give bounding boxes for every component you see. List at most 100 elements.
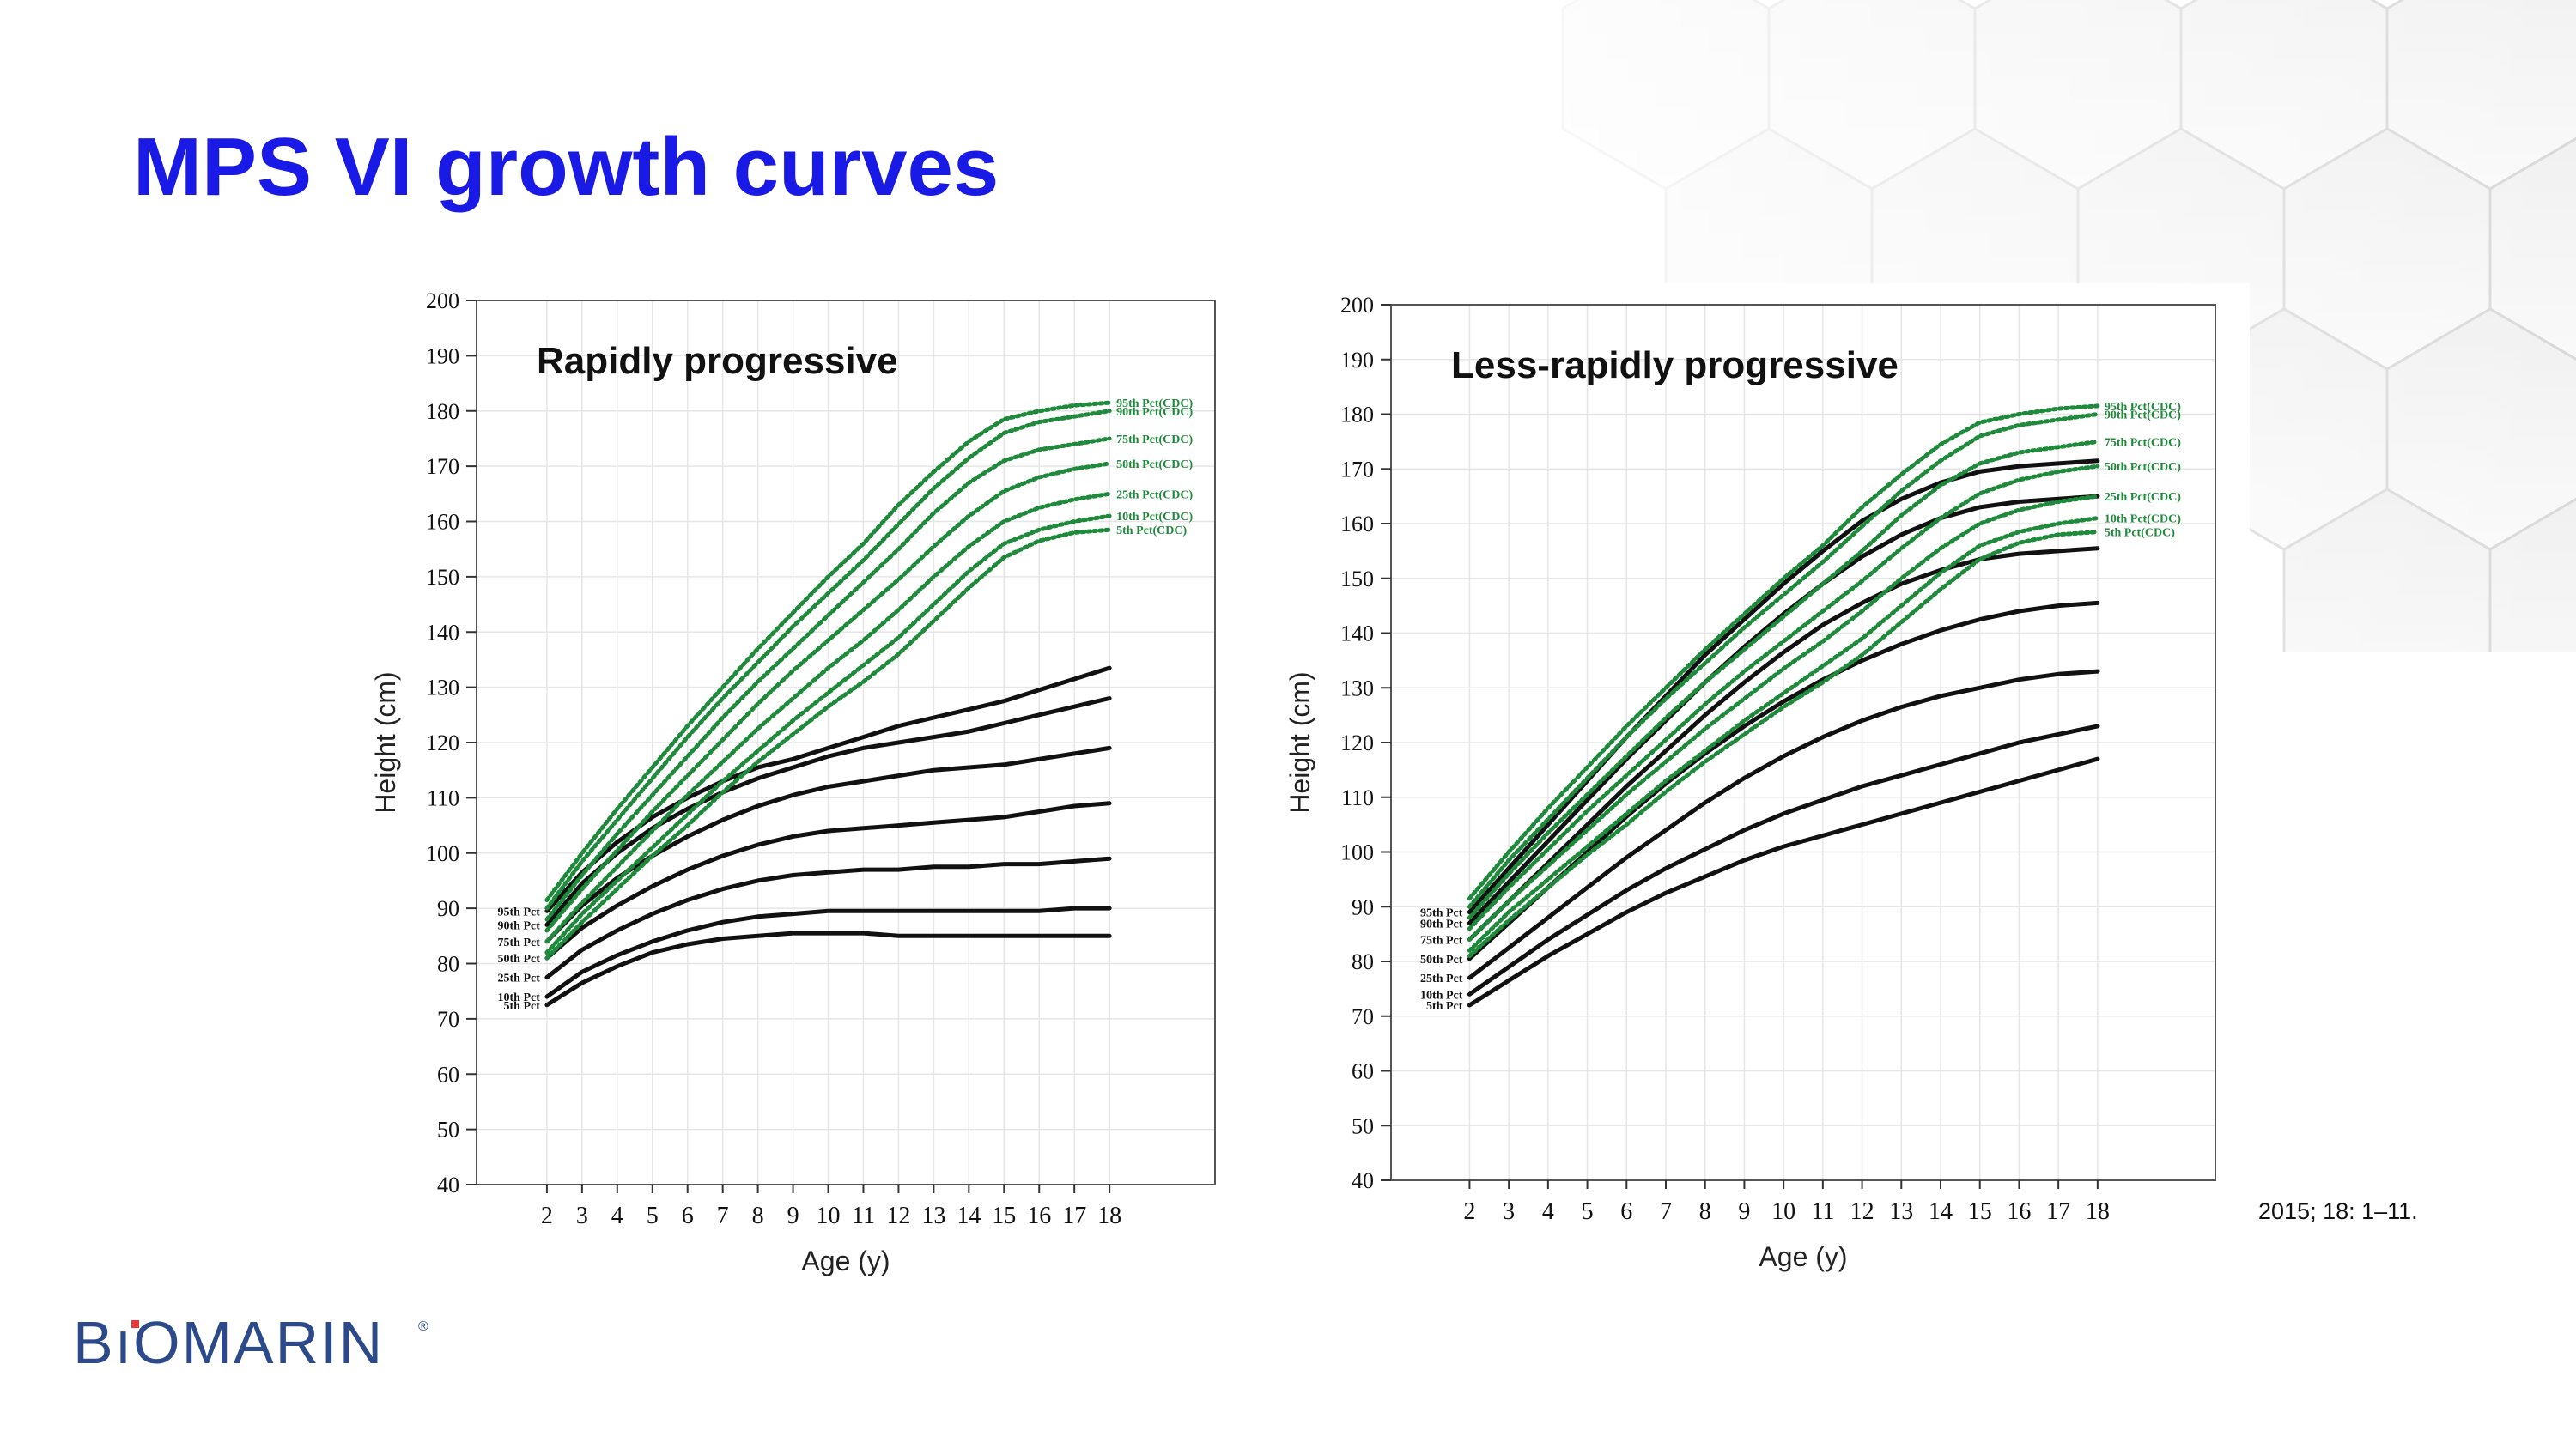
x-tick-label: 9 bbox=[787, 1203, 799, 1229]
x-tick-label: 6 bbox=[1620, 1198, 1632, 1225]
x-tick-label: 4 bbox=[1542, 1198, 1554, 1225]
x-tick-label: 11 bbox=[852, 1203, 875, 1229]
series-label-cdc: 50th Pct(CDC) bbox=[1116, 458, 1193, 471]
x-tick-label: 16 bbox=[2007, 1198, 2031, 1225]
logo-dot-accent bbox=[131, 1320, 139, 1328]
x-axis-label: Age (y) bbox=[801, 1246, 890, 1276]
y-tick-label: 100 bbox=[426, 841, 459, 866]
series-label-mps: 90th Pct bbox=[1420, 918, 1463, 931]
x-axis-label: Age (y) bbox=[1759, 1241, 1847, 1272]
y-tick-label: 200 bbox=[1340, 293, 1374, 318]
y-tick-label: 90 bbox=[1352, 894, 1374, 919]
series-label-mps: 75th Pct bbox=[498, 937, 541, 949]
y-axis: 40 50 60 70 80 90 100 110 120 130 140 150 160 170 180 1… bbox=[1340, 293, 1391, 1193]
y-tick-label: 200 bbox=[426, 288, 459, 313]
series-line-75th-pct bbox=[1467, 546, 2100, 942]
series-label-cdc: 75th Pct(CDC) bbox=[2105, 436, 2181, 449]
citation-text: 2015; 18: 1–11. bbox=[2258, 1198, 2418, 1224]
x-tick-label: 10 bbox=[817, 1203, 841, 1229]
y-tick-label: 90 bbox=[437, 896, 459, 921]
y-tick-label: 70 bbox=[1352, 1004, 1374, 1029]
series-line-75th-pct bbox=[544, 745, 1112, 944]
x-tick-label: 5 bbox=[647, 1203, 659, 1229]
series-label-mps: 95th Pct bbox=[498, 906, 541, 919]
series-line-25th-pct bbox=[544, 856, 1112, 980]
series-line-50th-pct bbox=[544, 801, 1112, 961]
x-tick-label: 8 bbox=[1699, 1198, 1711, 1225]
biomarin-logo: BıOMARIN ® bbox=[73, 1309, 428, 1373]
series-label-mps: 75th Pct bbox=[1420, 935, 1463, 948]
series-label-mps: 10th Pct bbox=[1420, 989, 1463, 1002]
series-line-10th-pct-cdc bbox=[1467, 516, 2100, 953]
x-tick-label: 18 bbox=[1097, 1203, 1121, 1229]
x-axis: 2 3 4 5 6 7 8 9 10 11 12 13 14 15 16 17 18 bbox=[1463, 1180, 2110, 1225]
y-tick-label: 120 bbox=[426, 731, 459, 755]
y-tick-label: 50 bbox=[437, 1118, 459, 1143]
series-line-25th-pct-cdc bbox=[1467, 494, 2100, 942]
series-label-cdc: 90th Pct(CDC) bbox=[2105, 409, 2181, 422]
y-tick-label: 40 bbox=[1352, 1168, 1374, 1193]
x-tick-label: 6 bbox=[682, 1203, 694, 1229]
series-line-10th-pct-cdc bbox=[544, 513, 1112, 955]
y-tick-label: 60 bbox=[1352, 1059, 1374, 1084]
x-tick-label: 7 bbox=[717, 1203, 729, 1229]
series-line-5th-pct-cdc bbox=[544, 527, 1112, 961]
y-tick-label: 40 bbox=[437, 1173, 459, 1197]
y-tick-label: 80 bbox=[1352, 949, 1374, 974]
x-tick-label: 11 bbox=[1811, 1198, 1834, 1225]
chart-title: Rapidly progressive bbox=[537, 340, 898, 382]
series-label-cdc: 10th Pct(CDC) bbox=[1116, 511, 1193, 524]
x-tick-label: 12 bbox=[1850, 1198, 1874, 1225]
series-line-90th-pct-cdc bbox=[1467, 412, 2100, 909]
series-label-cdc: 90th Pct(CDC) bbox=[1116, 406, 1193, 419]
y-tick-label: 180 bbox=[1340, 403, 1374, 427]
series-line-10th-pct bbox=[544, 906, 1112, 999]
y-tick-label: 150 bbox=[426, 565, 459, 590]
y-tick-label: 110 bbox=[427, 785, 459, 810]
y-axis-label: Height (cm) bbox=[370, 671, 401, 813]
series-label-mps: 10th Pct bbox=[498, 991, 541, 1004]
y-axis: 40 50 60 70 80 90 100 110 120 130 140 150 160 170 180 1… bbox=[426, 288, 477, 1197]
y-tick-label: 70 bbox=[437, 1007, 459, 1032]
series-label-cdc: 25th Pct(CDC) bbox=[1116, 488, 1193, 501]
x-tick-label: 14 bbox=[1929, 1198, 1953, 1225]
series-label-cdc: 95th Pct(CDC) bbox=[1116, 397, 1193, 410]
x-tick-label: 3 bbox=[1503, 1198, 1515, 1225]
series-line-95th-pct bbox=[1467, 458, 2100, 915]
chart-title: Less-rapidly progressive bbox=[1451, 344, 1899, 386]
y-axis-label: Height (cm) bbox=[1285, 671, 1315, 813]
series-label-cdc: 5th Pct(CDC) bbox=[2105, 527, 2175, 540]
series-label-cdc: 25th Pct(CDC) bbox=[2105, 491, 2181, 504]
x-tick-label: 8 bbox=[752, 1203, 764, 1229]
series-label-mps: 25th Pct bbox=[498, 973, 541, 985]
series-line-10th-pct bbox=[1467, 724, 2100, 997]
series-line-90th-pct bbox=[544, 696, 1112, 927]
x-tick-label: 10 bbox=[1771, 1198, 1795, 1225]
y-tick-label: 60 bbox=[437, 1062, 459, 1087]
x-tick-label: 13 bbox=[1889, 1198, 1913, 1225]
series-label-cdc: 75th Pct(CDC) bbox=[1116, 433, 1193, 446]
y-tick-label: 110 bbox=[1341, 785, 1374, 810]
y-tick-label: 140 bbox=[426, 620, 459, 645]
x-tick-label: 5 bbox=[1582, 1198, 1594, 1225]
y-tick-label: 190 bbox=[426, 343, 459, 368]
series-line-5th-pct-cdc bbox=[1467, 530, 2100, 959]
series-label-mps: 50th Pct bbox=[498, 953, 541, 966]
logo-wordmark: BıOMARIN bbox=[73, 1309, 384, 1373]
series-label-mps: 5th Pct bbox=[504, 1000, 541, 1013]
x-tick-label: 3 bbox=[576, 1203, 588, 1229]
series-line-90th-pct bbox=[1467, 494, 2100, 925]
y-tick-label: 130 bbox=[426, 676, 459, 700]
series-label-mps: 95th Pct bbox=[1420, 907, 1463, 920]
series-line-25th-pct-cdc bbox=[544, 491, 1112, 944]
series-label-cdc: 5th Pct(CDC) bbox=[1116, 524, 1187, 537]
chart-panel-background bbox=[1262, 283, 2250, 1305]
y-tick-label: 130 bbox=[1340, 676, 1374, 700]
y-tick-label: 170 bbox=[426, 454, 459, 479]
x-tick-label: 7 bbox=[1660, 1198, 1672, 1225]
x-tick-label: 17 bbox=[1062, 1203, 1086, 1229]
series-label-cdc: 10th Pct(CDC) bbox=[2105, 513, 2181, 526]
x-tick-label: 18 bbox=[2086, 1198, 2110, 1225]
